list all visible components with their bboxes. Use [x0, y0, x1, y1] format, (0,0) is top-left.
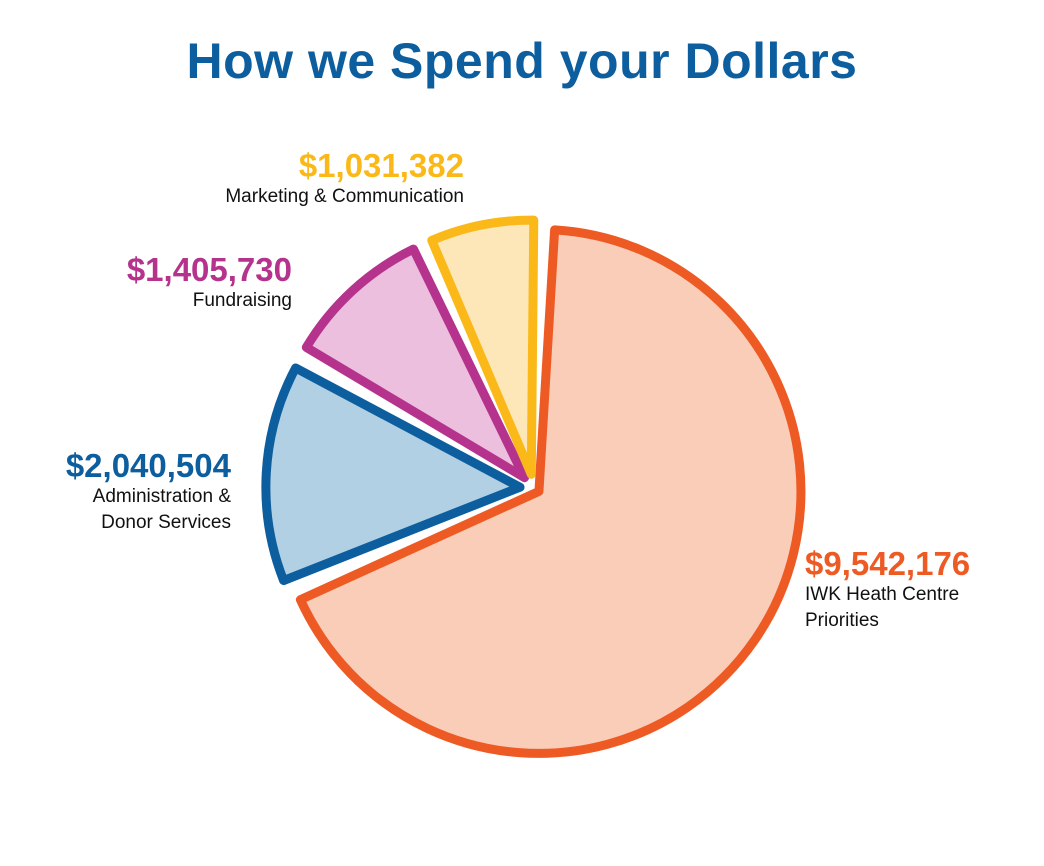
value-marketing: $1,031,382 [298, 147, 464, 184]
value-administration: $2,040,504 [65, 447, 231, 484]
chart-title: How we Spend your Dollars [186, 33, 858, 89]
slice-administration [261, 363, 525, 586]
slice-fundraising [301, 244, 530, 483]
value-iwk: $9,542,176 [805, 545, 971, 582]
slice-marketing [427, 215, 539, 479]
slice-iwk [295, 225, 806, 758]
category-iwk-line1: IWK Heath Centre [805, 584, 960, 605]
category-iwk-line2: Priorities [805, 610, 879, 631]
category-marketing: Marketing & Communication [225, 186, 464, 207]
category-fundraising: Fundraising [192, 290, 292, 311]
category-administration-line1: Administration & [92, 486, 231, 507]
label-fundraising: $1,405,730 Fundraising [127, 252, 292, 314]
label-administration: $2,040,504 Administration & Donor Servic… [66, 448, 231, 536]
label-marketing: $1,031,382 Marketing & Communication [225, 148, 464, 210]
value-fundraising: $1,405,730 [126, 251, 292, 288]
label-iwk: $9,542,176 IWK Heath Centre Priorities [805, 546, 970, 634]
category-administration-line2: Donor Services [101, 512, 231, 533]
